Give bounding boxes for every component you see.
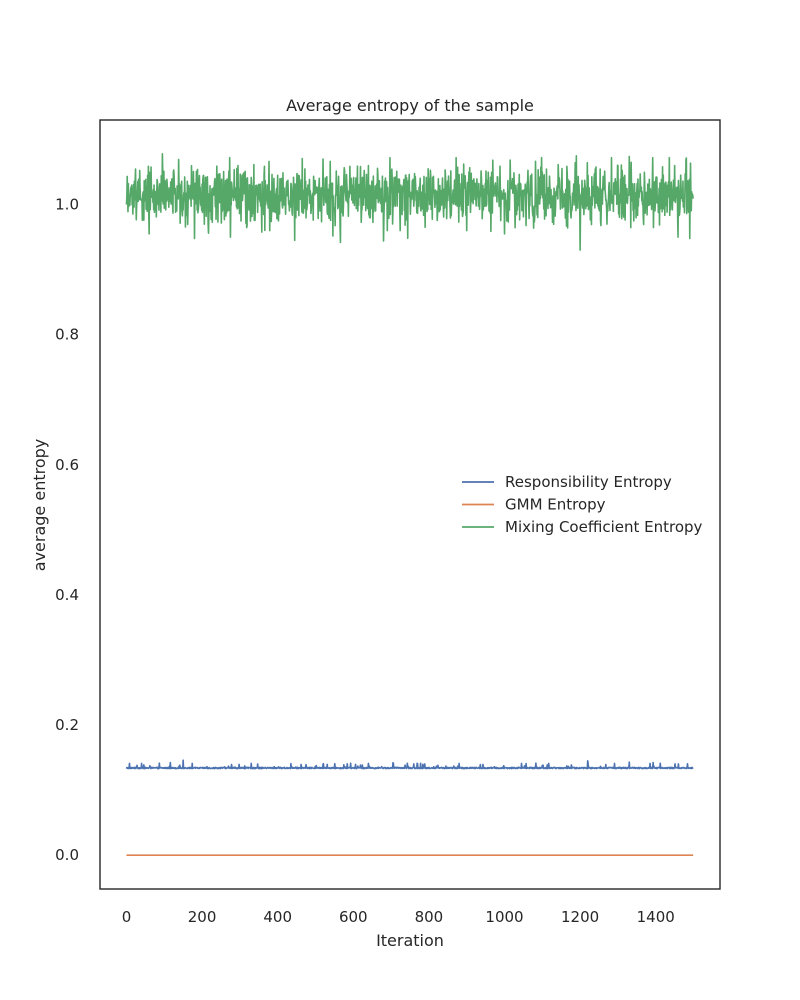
x-tick-label: 1000 xyxy=(485,908,523,926)
series-line xyxy=(125,153,694,251)
y-tick-label: 1.0 xyxy=(55,196,79,214)
x-tick-label: 200 xyxy=(188,908,217,926)
y-tick-label: 0.0 xyxy=(55,846,79,864)
series-layer xyxy=(125,153,694,856)
plot-frame xyxy=(99,119,721,890)
y-axis-label: average entropy xyxy=(30,439,49,571)
legend: Responsibility Entropy GMM Entropy Mixing … xyxy=(462,473,703,536)
y-tick-label: 0.4 xyxy=(55,586,79,604)
series-line xyxy=(125,759,694,770)
x-tick-label: 600 xyxy=(339,908,368,926)
y-tick-label: 0.2 xyxy=(55,716,79,734)
x-tick-label: 1200 xyxy=(561,908,599,926)
y-axis-ticks: 0.0 0.2 0.4 0.6 0.8 1.0 xyxy=(55,196,79,865)
legend-label: GMM Entropy xyxy=(505,496,606,514)
chart-title: Average entropy of the sample xyxy=(286,96,534,115)
y-tick-label: 0.6 xyxy=(55,456,79,474)
x-tick-label: 800 xyxy=(415,908,444,926)
x-axis-label: Iteration xyxy=(376,931,444,950)
x-tick-label: 0 xyxy=(122,908,132,926)
legend-label: Mixing Coefficient Entropy xyxy=(505,518,703,536)
x-tick-label: 400 xyxy=(263,908,292,926)
x-tick-label: 1400 xyxy=(637,908,675,926)
legend-label: Responsibility Entropy xyxy=(505,473,672,491)
y-tick-label: 0.8 xyxy=(55,326,79,344)
x-axis-ticks: 0 200 400 600 800 1000 1200 1400 xyxy=(122,908,675,926)
